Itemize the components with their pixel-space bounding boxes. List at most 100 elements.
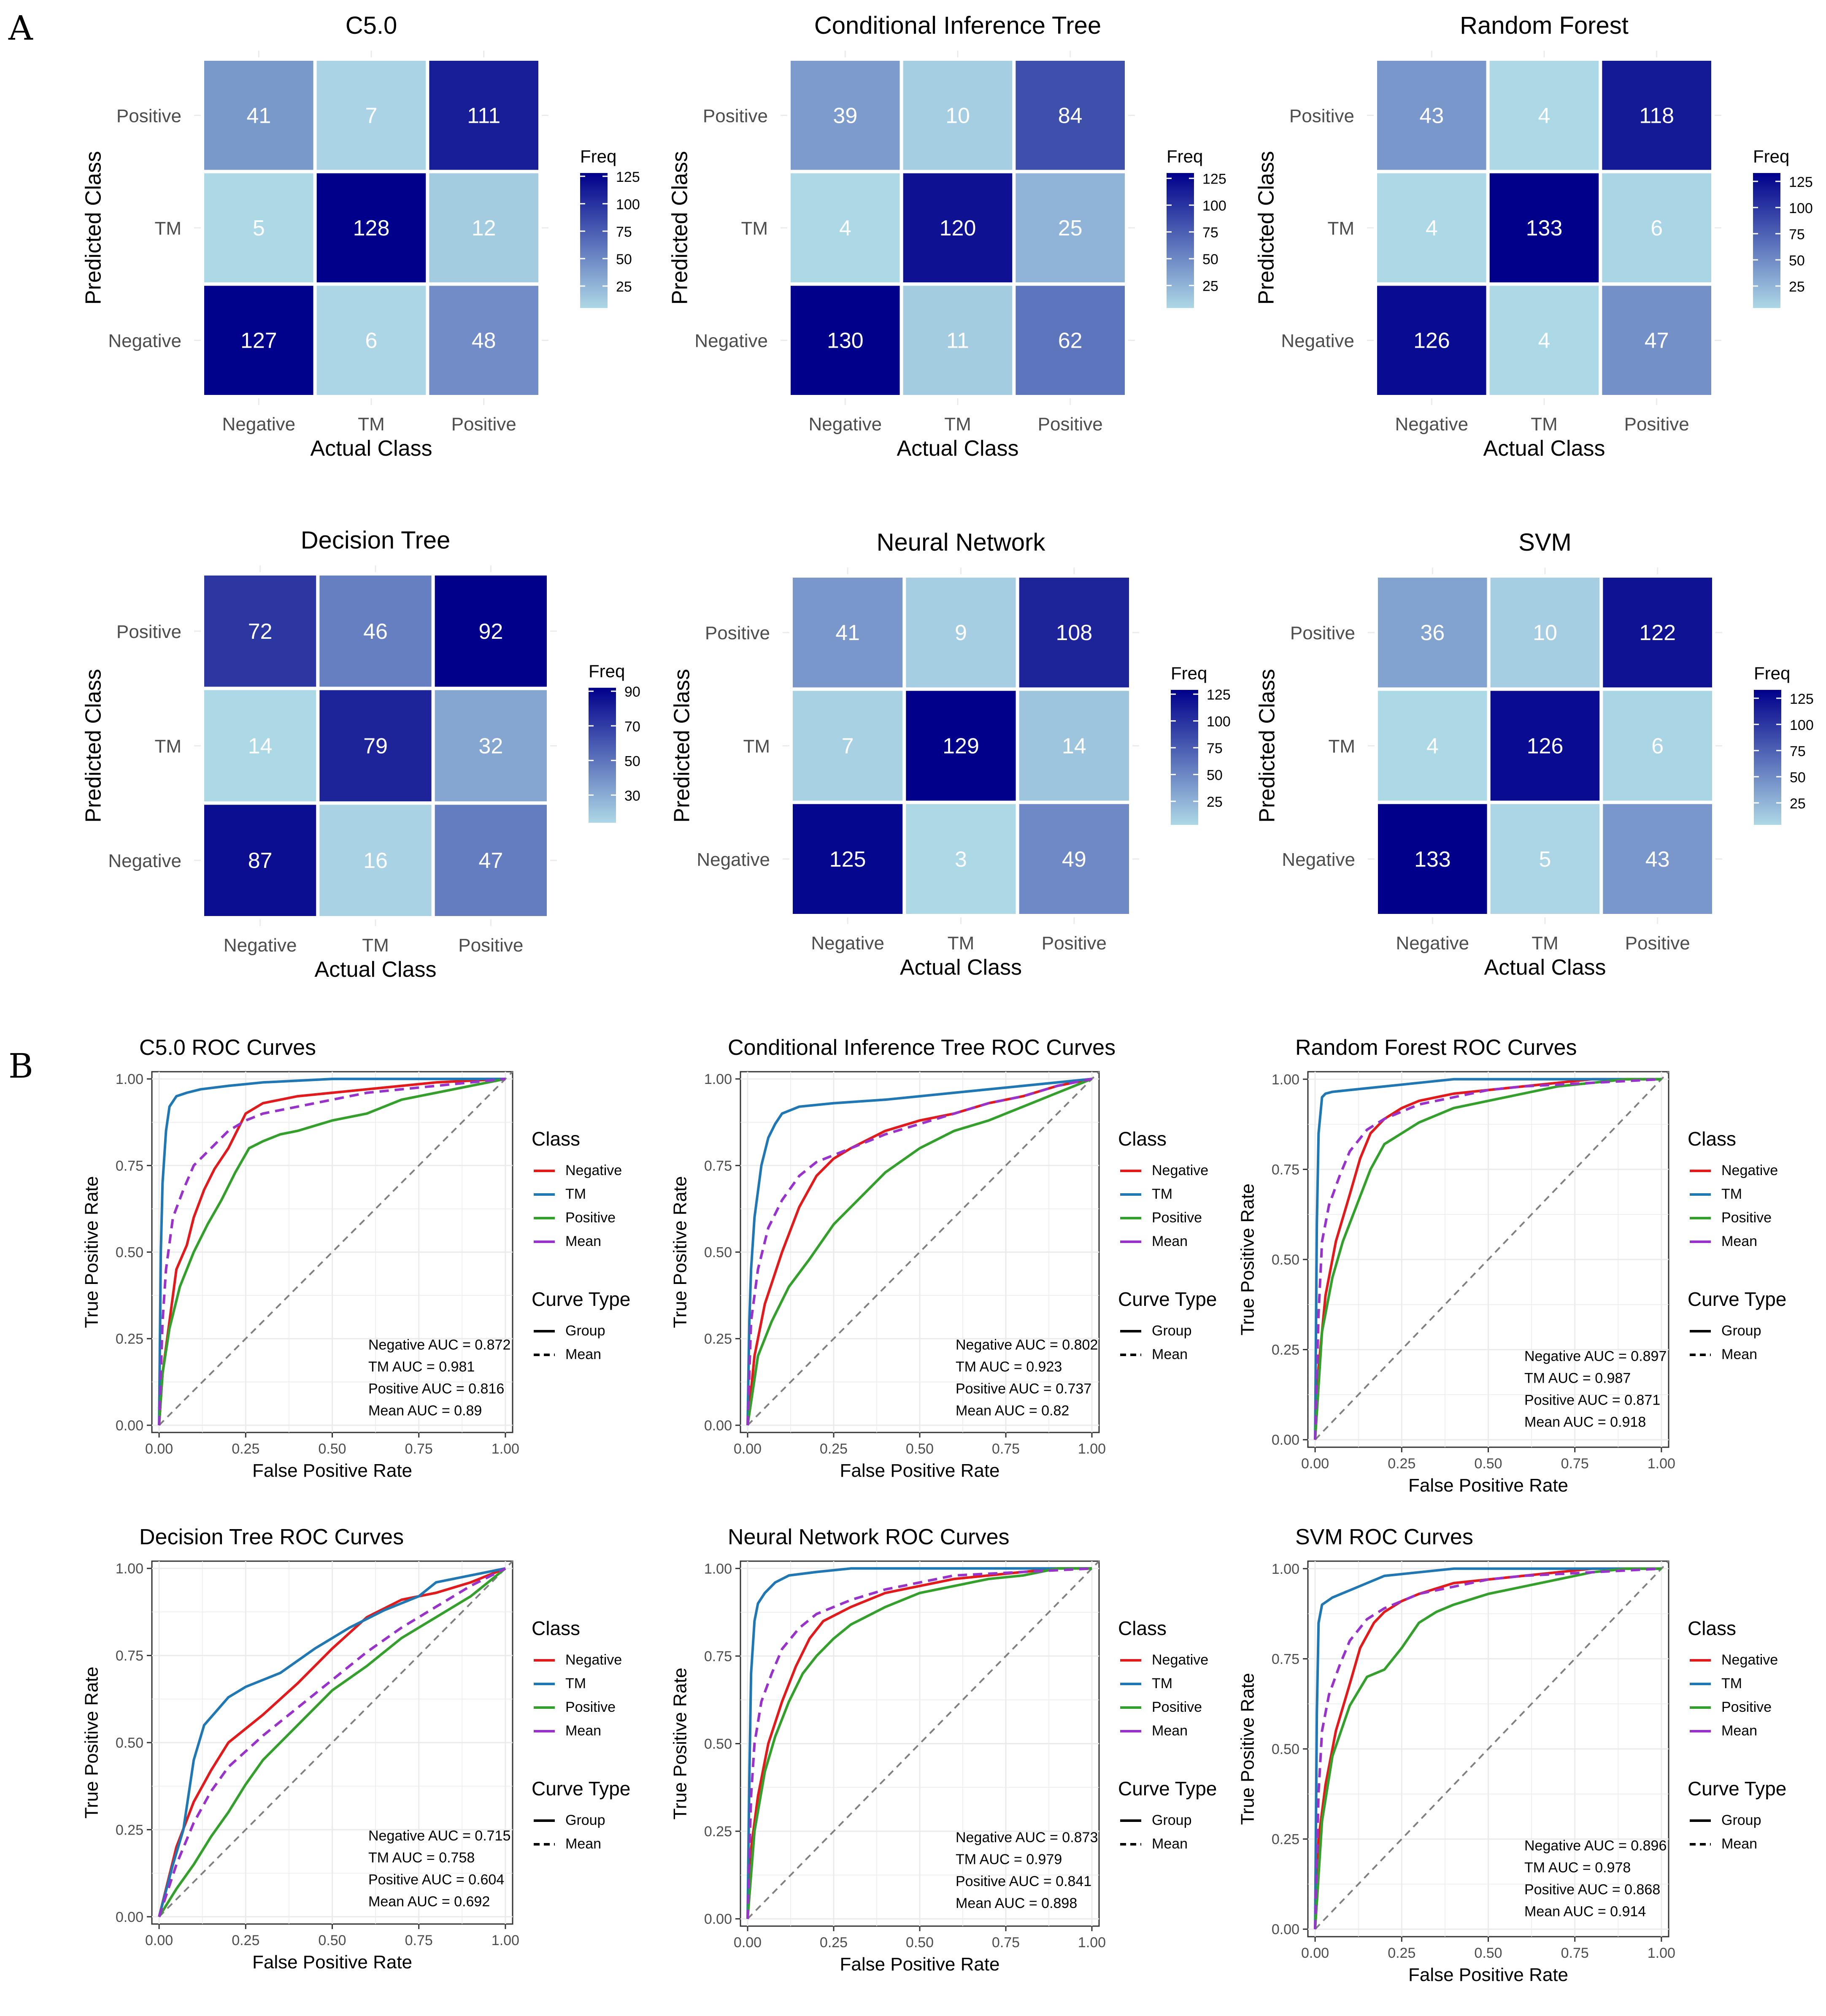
x-tick-label: 0.75 <box>1561 1456 1589 1472</box>
legend-tick-label: 70 <box>624 719 640 735</box>
y-tick-label: Negative <box>694 331 768 351</box>
x-axis-label: Actual Class <box>1484 955 1606 980</box>
y-tick-label: 0.75 <box>1272 1651 1299 1667</box>
chart-8: 0.00 0.25 0.50 0.75 1.00 0.00 0.25 0.50 0.75 1.00… <box>670 1035 1217 1481</box>
chance-diagonal <box>1314 1560 1669 1930</box>
chart-title: Decision Tree ROC Curves <box>139 1525 404 1549</box>
y-tick-label: 0.00 <box>116 1418 143 1434</box>
auc-annotation: TM AUC = 0.978 <box>1524 1859 1631 1875</box>
cell-value: 125 <box>829 847 866 872</box>
y-tick-label: 0.25 <box>704 1824 732 1840</box>
x-tick-label: 1.00 <box>492 1441 519 1457</box>
legend-tick-label: 50 <box>1789 253 1805 269</box>
roc-curve-positive <box>1314 1567 1661 1930</box>
cell-value: 32 <box>478 734 503 759</box>
cell-value: 41 <box>835 621 860 645</box>
panel-label-b: B <box>8 1046 33 1086</box>
auc-annotation: Positive AUC = 0.841 <box>956 1873 1091 1889</box>
legend-type-label: Mean <box>1721 1836 1757 1852</box>
heatmap-cell <box>902 800 1019 917</box>
heatmap-cell <box>1375 800 1491 917</box>
cell-value: 111 <box>467 103 500 128</box>
legend-tick-label: 100 <box>1202 198 1226 214</box>
x-tick-label: 1.00 <box>1078 1935 1106 1951</box>
legend-tick-label: 50 <box>624 753 640 769</box>
roc-curve-negative <box>1314 1078 1661 1440</box>
legend-type-title: Curve Type <box>532 1288 630 1310</box>
cell-value: 4 <box>1426 216 1438 241</box>
x-tick-label: 0.00 <box>1301 1945 1329 1961</box>
y-tick-label: 0.00 <box>704 1418 732 1434</box>
legend-type-title: Curve Type <box>1688 1778 1786 1800</box>
x-axis-label: Actual Class <box>897 436 1019 461</box>
y-tick-label: 0.50 <box>116 1245 143 1261</box>
heatmap-cell <box>431 686 550 805</box>
y-axis-label: True Positive Rate <box>81 1176 102 1328</box>
y-tick-label: TM <box>1327 218 1354 239</box>
auc-annotation: Negative AUC = 0.873 <box>956 1830 1098 1846</box>
legend-tick-label: 125 <box>1207 687 1231 703</box>
y-tick-label: Negative <box>108 331 181 351</box>
roc-curve-mean <box>746 1567 1092 1919</box>
legend-class-label: Negative <box>565 1652 622 1668</box>
legend-class-label: Positive <box>1152 1210 1202 1226</box>
cell-value: 9 <box>955 621 967 645</box>
heatmap-cell <box>1374 282 1490 398</box>
legend-type-label: Mean <box>1721 1346 1757 1362</box>
y-axis-label: Predicted Class <box>668 151 692 305</box>
y-tick-label: 0.00 <box>1272 1921 1299 1938</box>
auc-annotation: TM AUC = 0.923 <box>956 1359 1062 1375</box>
heatmap-cell <box>1599 282 1715 398</box>
heatmap-cell <box>1599 57 1715 173</box>
x-tick-label: 1.00 <box>1648 1945 1675 1961</box>
heatmap-cell <box>426 282 542 398</box>
auc-annotation: Mean AUC = 0.898 <box>956 1895 1077 1911</box>
x-tick-label: 0.25 <box>820 1441 848 1457</box>
heatmap-cell <box>201 572 320 690</box>
y-tick-label: TM <box>741 218 768 239</box>
legend-tick-label: 125 <box>1790 691 1814 707</box>
heatmap-cell <box>902 574 1019 691</box>
heatmap-cell <box>1599 574 1715 691</box>
x-tick-label: 0.00 <box>734 1935 762 1951</box>
cell-value: 11 <box>946 329 969 353</box>
x-tick-label: Negative <box>224 935 297 956</box>
legend-title: Freq <box>1171 663 1207 683</box>
y-tick-label: 1.00 <box>1272 1072 1299 1088</box>
heatmap-cell <box>789 687 906 804</box>
legend-tick-label: 25 <box>1790 796 1806 812</box>
x-tick-label: 0.75 <box>405 1441 433 1457</box>
y-tick-label: 0.00 <box>704 1911 732 1927</box>
chart-title: Random Forest <box>1460 12 1629 39</box>
cell-value: 41 <box>246 103 271 128</box>
cell-value: 47 <box>478 849 503 873</box>
heatmap-cell <box>1486 57 1602 173</box>
cell-value: 128 <box>353 216 390 241</box>
chart-5: 41 9 108 7 129 14 125 3 49 Neural Network Positive… <box>670 529 1231 980</box>
cell-value: 6 <box>365 329 378 353</box>
y-tick-label: 1.00 <box>704 1071 732 1087</box>
cell-value: 5 <box>1539 847 1551 872</box>
cell-value: 43 <box>1645 847 1670 872</box>
cell-value: 84 <box>1058 103 1083 128</box>
cell-value: 126 <box>1413 329 1450 353</box>
auc-annotation: Positive AUC = 0.868 <box>1524 1881 1660 1897</box>
cell-value: 7 <box>365 103 378 128</box>
legend-type-label: Mean <box>1152 1346 1188 1362</box>
x-tick-label: 0.25 <box>820 1935 848 1951</box>
roc-curve-tm <box>158 1078 505 1425</box>
chart-title: Conditional Inference Tree ROC Curves <box>728 1035 1116 1060</box>
legend-type-label: Group <box>1721 1323 1761 1339</box>
chance-diagonal <box>158 1071 513 1426</box>
y-tick-label: 0.25 <box>1272 1342 1299 1358</box>
auc-annotation: TM AUC = 0.758 <box>368 1850 475 1866</box>
legend-class-label: TM <box>1721 1186 1742 1202</box>
legend-tick-label: 50 <box>1207 767 1223 784</box>
y-tick-label: 1.00 <box>704 1561 732 1577</box>
roc-curve-mean <box>746 1078 1092 1425</box>
heatmap-cell <box>1016 800 1133 917</box>
legend-class-label: TM <box>1721 1675 1742 1692</box>
y-tick-label: 1.00 <box>1272 1561 1299 1577</box>
legend-tick-label: 25 <box>1207 794 1223 810</box>
y-tick-label: Positive <box>703 105 768 126</box>
